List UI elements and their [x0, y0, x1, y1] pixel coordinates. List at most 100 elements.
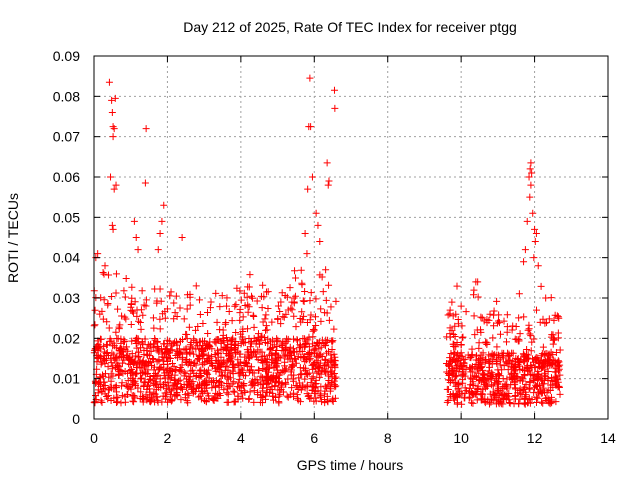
data-point-outlier: [108, 221, 116, 229]
data-point: [310, 346, 318, 354]
data-point: [285, 351, 293, 359]
data-point: [312, 358, 320, 366]
data-point: [177, 349, 185, 357]
data-point: [182, 330, 190, 338]
data-point: [245, 283, 253, 291]
data-point: [320, 362, 328, 370]
data-point: [457, 341, 465, 349]
data-point: [313, 369, 321, 377]
data-point: [124, 377, 132, 385]
data-point: [515, 399, 523, 407]
data-point: [152, 378, 160, 386]
data-point: [549, 377, 557, 385]
data-point: [231, 302, 239, 310]
data-point: [477, 364, 485, 372]
data-point: [156, 315, 164, 323]
data-point: [519, 377, 527, 385]
data-point-outlier: [324, 181, 332, 189]
data-point: [313, 339, 321, 347]
data-point: [153, 393, 161, 401]
data-point: [249, 369, 257, 377]
x-tick-label: 12: [527, 430, 543, 446]
data-point: [99, 268, 107, 276]
data-point-outlier: [158, 217, 166, 225]
data-point: [541, 360, 549, 368]
data-point: [245, 395, 253, 403]
data-point: [328, 378, 336, 386]
chart-title: Day 212 of 2025, Rate Of TEC Index for r…: [183, 19, 517, 35]
data-point: [321, 341, 329, 349]
data-point: [139, 396, 147, 404]
data-point: [98, 307, 106, 315]
data-point: [159, 382, 167, 390]
data-point: [325, 281, 333, 289]
data-point: [98, 371, 106, 379]
x-tick-label: 10: [453, 430, 469, 446]
data-point: [302, 340, 310, 348]
data-point: [242, 359, 250, 367]
data-point: [467, 388, 475, 396]
data-point: [331, 383, 339, 391]
data-point: [246, 388, 254, 396]
data-point: [225, 382, 233, 390]
data-point: [204, 329, 212, 337]
data-point: [112, 270, 120, 278]
data-point: [166, 391, 174, 399]
data-point: [127, 303, 135, 311]
data-point: [178, 361, 186, 369]
x-tick-label: 2: [164, 430, 172, 446]
data-point: [99, 372, 107, 380]
data-point: [97, 397, 105, 405]
data-point: [542, 294, 550, 302]
data-point: [539, 343, 547, 351]
data-point: [182, 370, 190, 378]
data-point: [478, 390, 486, 398]
data-point: [102, 356, 110, 364]
data-point: [495, 370, 503, 378]
data-point-outlier: [108, 96, 116, 104]
data-point: [265, 351, 273, 359]
data-point-outlier: [308, 173, 316, 181]
data-point: [180, 315, 188, 323]
data-point: [139, 311, 147, 319]
data-point: [283, 335, 291, 343]
data-point: [327, 351, 335, 359]
data-point: [134, 384, 142, 392]
data-point: [114, 393, 122, 401]
data-point-outlier: [526, 165, 534, 173]
data-point: [451, 322, 459, 330]
data-point: [538, 352, 546, 360]
data-point-outlier: [156, 229, 164, 237]
data-point-outlier: [314, 221, 322, 229]
data-point: [198, 346, 206, 354]
data-point: [107, 377, 115, 385]
data-point: [520, 385, 528, 393]
data-point: [171, 309, 179, 317]
data-point: [164, 379, 172, 387]
data-point: [268, 383, 276, 391]
data-point: [291, 267, 299, 275]
data-point: [499, 390, 507, 398]
data-point: [530, 384, 538, 392]
data-point-outlier: [331, 104, 339, 112]
data-point: [131, 336, 139, 344]
y-axis-label: ROTI / TECUs: [5, 193, 21, 283]
data-point: [187, 339, 195, 347]
data-point: [477, 328, 485, 336]
data-point: [102, 341, 110, 349]
data-point: [140, 301, 148, 309]
data-point: [528, 396, 536, 404]
data-point: [167, 397, 175, 405]
data-point: [284, 355, 292, 363]
data-point: [259, 318, 267, 326]
data-point: [134, 338, 142, 346]
data-point: [304, 350, 312, 358]
data-point: [222, 363, 230, 371]
data-point: [527, 361, 535, 369]
data-point: [486, 372, 494, 380]
data-point: [171, 375, 179, 383]
data-point: [199, 361, 207, 369]
data-point: [301, 375, 309, 383]
data-point: [321, 390, 329, 398]
data-point-outlier: [111, 94, 119, 102]
